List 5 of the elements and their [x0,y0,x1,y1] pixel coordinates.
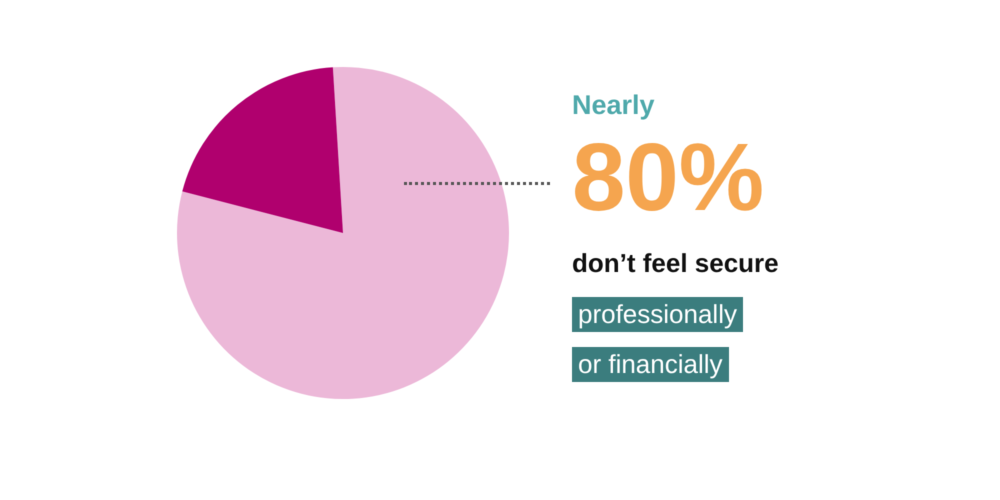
text: or financially [572,347,729,382]
text: 80% [572,124,764,231]
text: Nearly [572,90,655,121]
text: don’t feel secure [572,248,779,279]
text: professionally [572,297,743,332]
